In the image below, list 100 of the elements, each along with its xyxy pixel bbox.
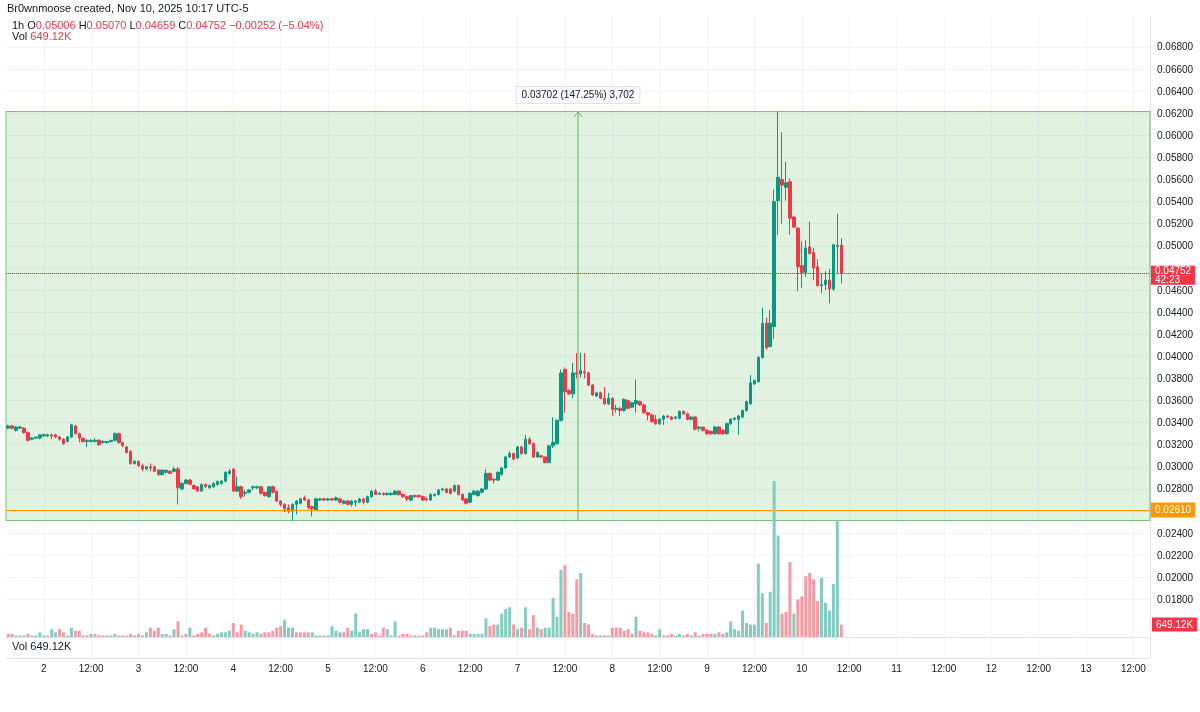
candlestick <box>804 239 807 278</box>
bar <box>792 613 796 637</box>
x-tick-label: 12:00 <box>362 662 389 674</box>
candlestick <box>780 131 784 225</box>
bar <box>729 621 733 637</box>
bar <box>646 632 650 637</box>
candlestick <box>93 437 97 444</box>
candlestick <box>697 425 701 432</box>
candlestick <box>575 352 578 379</box>
bar <box>239 624 243 637</box>
candlestick <box>81 437 85 444</box>
bar <box>188 627 192 637</box>
candlestick <box>89 438 93 444</box>
candlestick <box>670 415 673 421</box>
candlestick <box>350 499 353 508</box>
candlestick <box>70 423 73 439</box>
bar <box>484 618 488 637</box>
bar <box>614 627 618 637</box>
bar <box>156 627 160 637</box>
candlestick <box>650 413 654 424</box>
x-tick-label: 3 <box>135 662 142 674</box>
bar <box>227 630 231 637</box>
candlestick <box>314 497 318 512</box>
bar <box>460 630 464 637</box>
bar <box>152 630 156 637</box>
x-tick-label: 12:00 <box>647 662 673 674</box>
candlestick <box>389 491 393 497</box>
bar <box>476 633 480 637</box>
candlestick <box>449 487 452 495</box>
candlestick <box>58 435 61 441</box>
candlestick <box>705 428 709 436</box>
candlestick <box>42 433 46 438</box>
candlestick <box>326 497 330 502</box>
text: 1h O0.05006 H0.05070 L0.04659 C0.04752 −0.00252 (−5.04%) <box>12 18 324 31</box>
bar <box>306 632 310 637</box>
bar <box>764 622 768 637</box>
bar <box>709 633 713 637</box>
candlestick <box>149 463 152 472</box>
candlestick <box>85 438 89 448</box>
bar <box>500 613 504 637</box>
bar <box>362 629 366 637</box>
candlestick <box>476 489 480 498</box>
bar <box>788 562 792 637</box>
bar <box>705 633 709 637</box>
y-tick-label: 0.04600 <box>1157 284 1194 296</box>
bar <box>756 563 760 637</box>
bar <box>523 607 527 637</box>
candlestick <box>468 491 472 504</box>
y-tick-label: 0.03600 <box>1157 395 1194 407</box>
candlestick <box>370 489 373 499</box>
x-tick-label: 12 <box>985 662 998 674</box>
bar <box>263 632 267 637</box>
candlestick <box>397 489 401 497</box>
bar <box>587 624 591 637</box>
candlestick <box>607 392 610 406</box>
bar <box>26 633 30 637</box>
candlestick <box>176 466 180 505</box>
x-tick-label: 12:00 <box>78 662 105 674</box>
y-tick-label: 0.06600 <box>1157 63 1194 75</box>
bar <box>796 599 800 637</box>
x-tick-label: 12:00 <box>1120 662 1147 674</box>
y-tick-label: 0.06400 <box>1157 85 1194 97</box>
candlestick <box>618 406 622 417</box>
candlestick <box>717 425 721 436</box>
bar <box>10 633 14 637</box>
ref-line-label: 0.04752 42:23 <box>1155 265 1192 286</box>
bar <box>504 608 508 637</box>
bar <box>512 624 516 637</box>
candlestick <box>243 489 247 498</box>
chart-title: Vol 649.12K <box>12 29 72 42</box>
bar <box>184 633 188 637</box>
y-tick-label: 0.06000 <box>1157 129 1194 141</box>
candlestick <box>26 430 30 442</box>
candlestick <box>393 489 397 495</box>
candlestick <box>235 476 239 492</box>
candlestick <box>484 468 488 491</box>
candlestick <box>251 485 255 491</box>
candlestick <box>441 487 444 492</box>
candlestick <box>512 451 515 461</box>
y-tick-label: 0.04200 <box>1157 328 1194 340</box>
candlestick <box>97 438 101 447</box>
candlestick <box>464 497 468 505</box>
bar <box>835 520 839 637</box>
candlestick <box>682 409 685 416</box>
x-tick-label: 7 <box>514 662 521 674</box>
bar <box>508 607 512 637</box>
bar <box>634 616 638 637</box>
y-tick-label: 0.04000 <box>1157 350 1194 362</box>
candlestick <box>658 417 661 426</box>
bar <box>267 632 271 637</box>
candlestick <box>614 404 618 414</box>
candlestick <box>172 466 176 473</box>
bar <box>342 632 346 637</box>
candlestick <box>38 434 42 440</box>
candlestick <box>157 468 160 477</box>
bar <box>334 630 338 637</box>
bar <box>610 627 614 637</box>
bar <box>93 633 97 637</box>
candlestick <box>686 412 689 421</box>
bar <box>808 573 812 637</box>
